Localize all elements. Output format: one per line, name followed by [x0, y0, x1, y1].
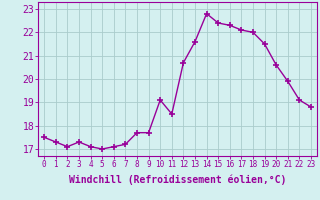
- X-axis label: Windchill (Refroidissement éolien,°C): Windchill (Refroidissement éolien,°C): [69, 175, 286, 185]
